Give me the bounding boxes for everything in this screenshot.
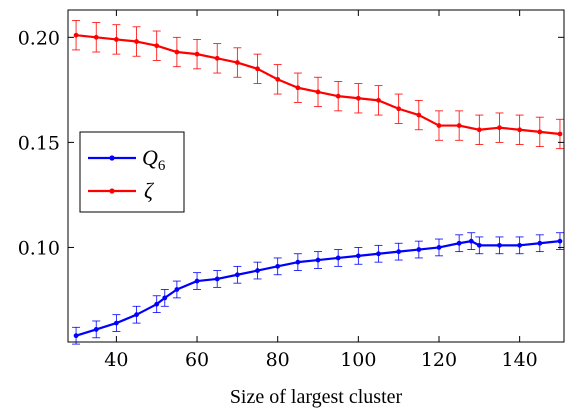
y-tick-label: 0.15 [18,132,60,154]
data-point [476,127,482,133]
data-point [255,268,260,273]
data-point [194,51,200,57]
x-tick-label: 60 [185,349,209,371]
data-point [134,312,139,318]
data-point [194,278,200,284]
data-point [416,112,422,118]
legend-q6-letter: Q [142,145,158,170]
plot-frame [67,9,565,343]
x-axis-label: Size of largest cluster [230,386,403,408]
legend-marker-zeta [109,188,115,194]
data-point [73,32,79,38]
data-point [275,76,281,82]
data-point [255,66,260,72]
data-point [234,272,240,278]
data-point [436,245,442,250]
data-point [456,123,462,128]
data-point [93,326,99,332]
data-point [376,251,381,257]
data-point [396,249,402,255]
legend: Q6 ζ [79,131,185,213]
data-point [456,240,462,246]
data-point [295,85,301,91]
data-point [113,37,119,42]
series-0 [72,232,564,345]
data-point [497,125,502,131]
data-point [436,123,442,128]
data-point [497,242,502,248]
series-1 [72,20,564,150]
x-tick-label: 120 [421,349,457,371]
data-point [476,242,482,248]
data-point [355,95,361,101]
y-tick-label: 0.10 [18,237,60,259]
data-point [468,238,474,244]
data-point [416,247,422,252]
legend-marker-q6 [109,155,115,161]
legend-box [79,131,185,213]
data-point [174,287,180,292]
data-point [315,257,321,263]
data-point [376,97,381,103]
data-point [214,276,220,282]
data-point [234,60,240,65]
legend-q6-subscript: 6 [158,158,166,174]
x-tick-label: 80 [266,349,290,371]
data-point [275,263,281,269]
x-tick-label: 40 [104,349,128,371]
data-point [113,320,119,326]
data-point [315,89,321,95]
data-point [335,255,341,261]
data-point [517,127,523,133]
data-point [335,93,341,99]
data-point [537,129,543,135]
data-point [557,238,563,244]
data-point [154,301,160,307]
data-point [214,55,220,61]
data-point [557,131,563,137]
ticks-layer: 40 60 80 100 120 140 0.10 0.15 0.20 [18,10,564,371]
legend-label-q6: Q6 [142,145,166,174]
data-point [93,34,99,40]
data-point [396,106,402,112]
legend-label-zeta: ζ [144,178,155,203]
data-point [174,49,180,55]
data-point [355,253,361,259]
data-point [162,295,168,301]
data-point [154,43,160,49]
data-point [134,39,139,44]
y-tick-label: 0.20 [18,27,60,49]
series-layer [72,20,564,345]
data-point [295,259,301,265]
data-point [517,242,523,248]
x-tick-label: 140 [502,349,538,371]
data-point [73,333,79,339]
x-tick-label: 100 [340,349,376,371]
data-point [537,240,543,246]
